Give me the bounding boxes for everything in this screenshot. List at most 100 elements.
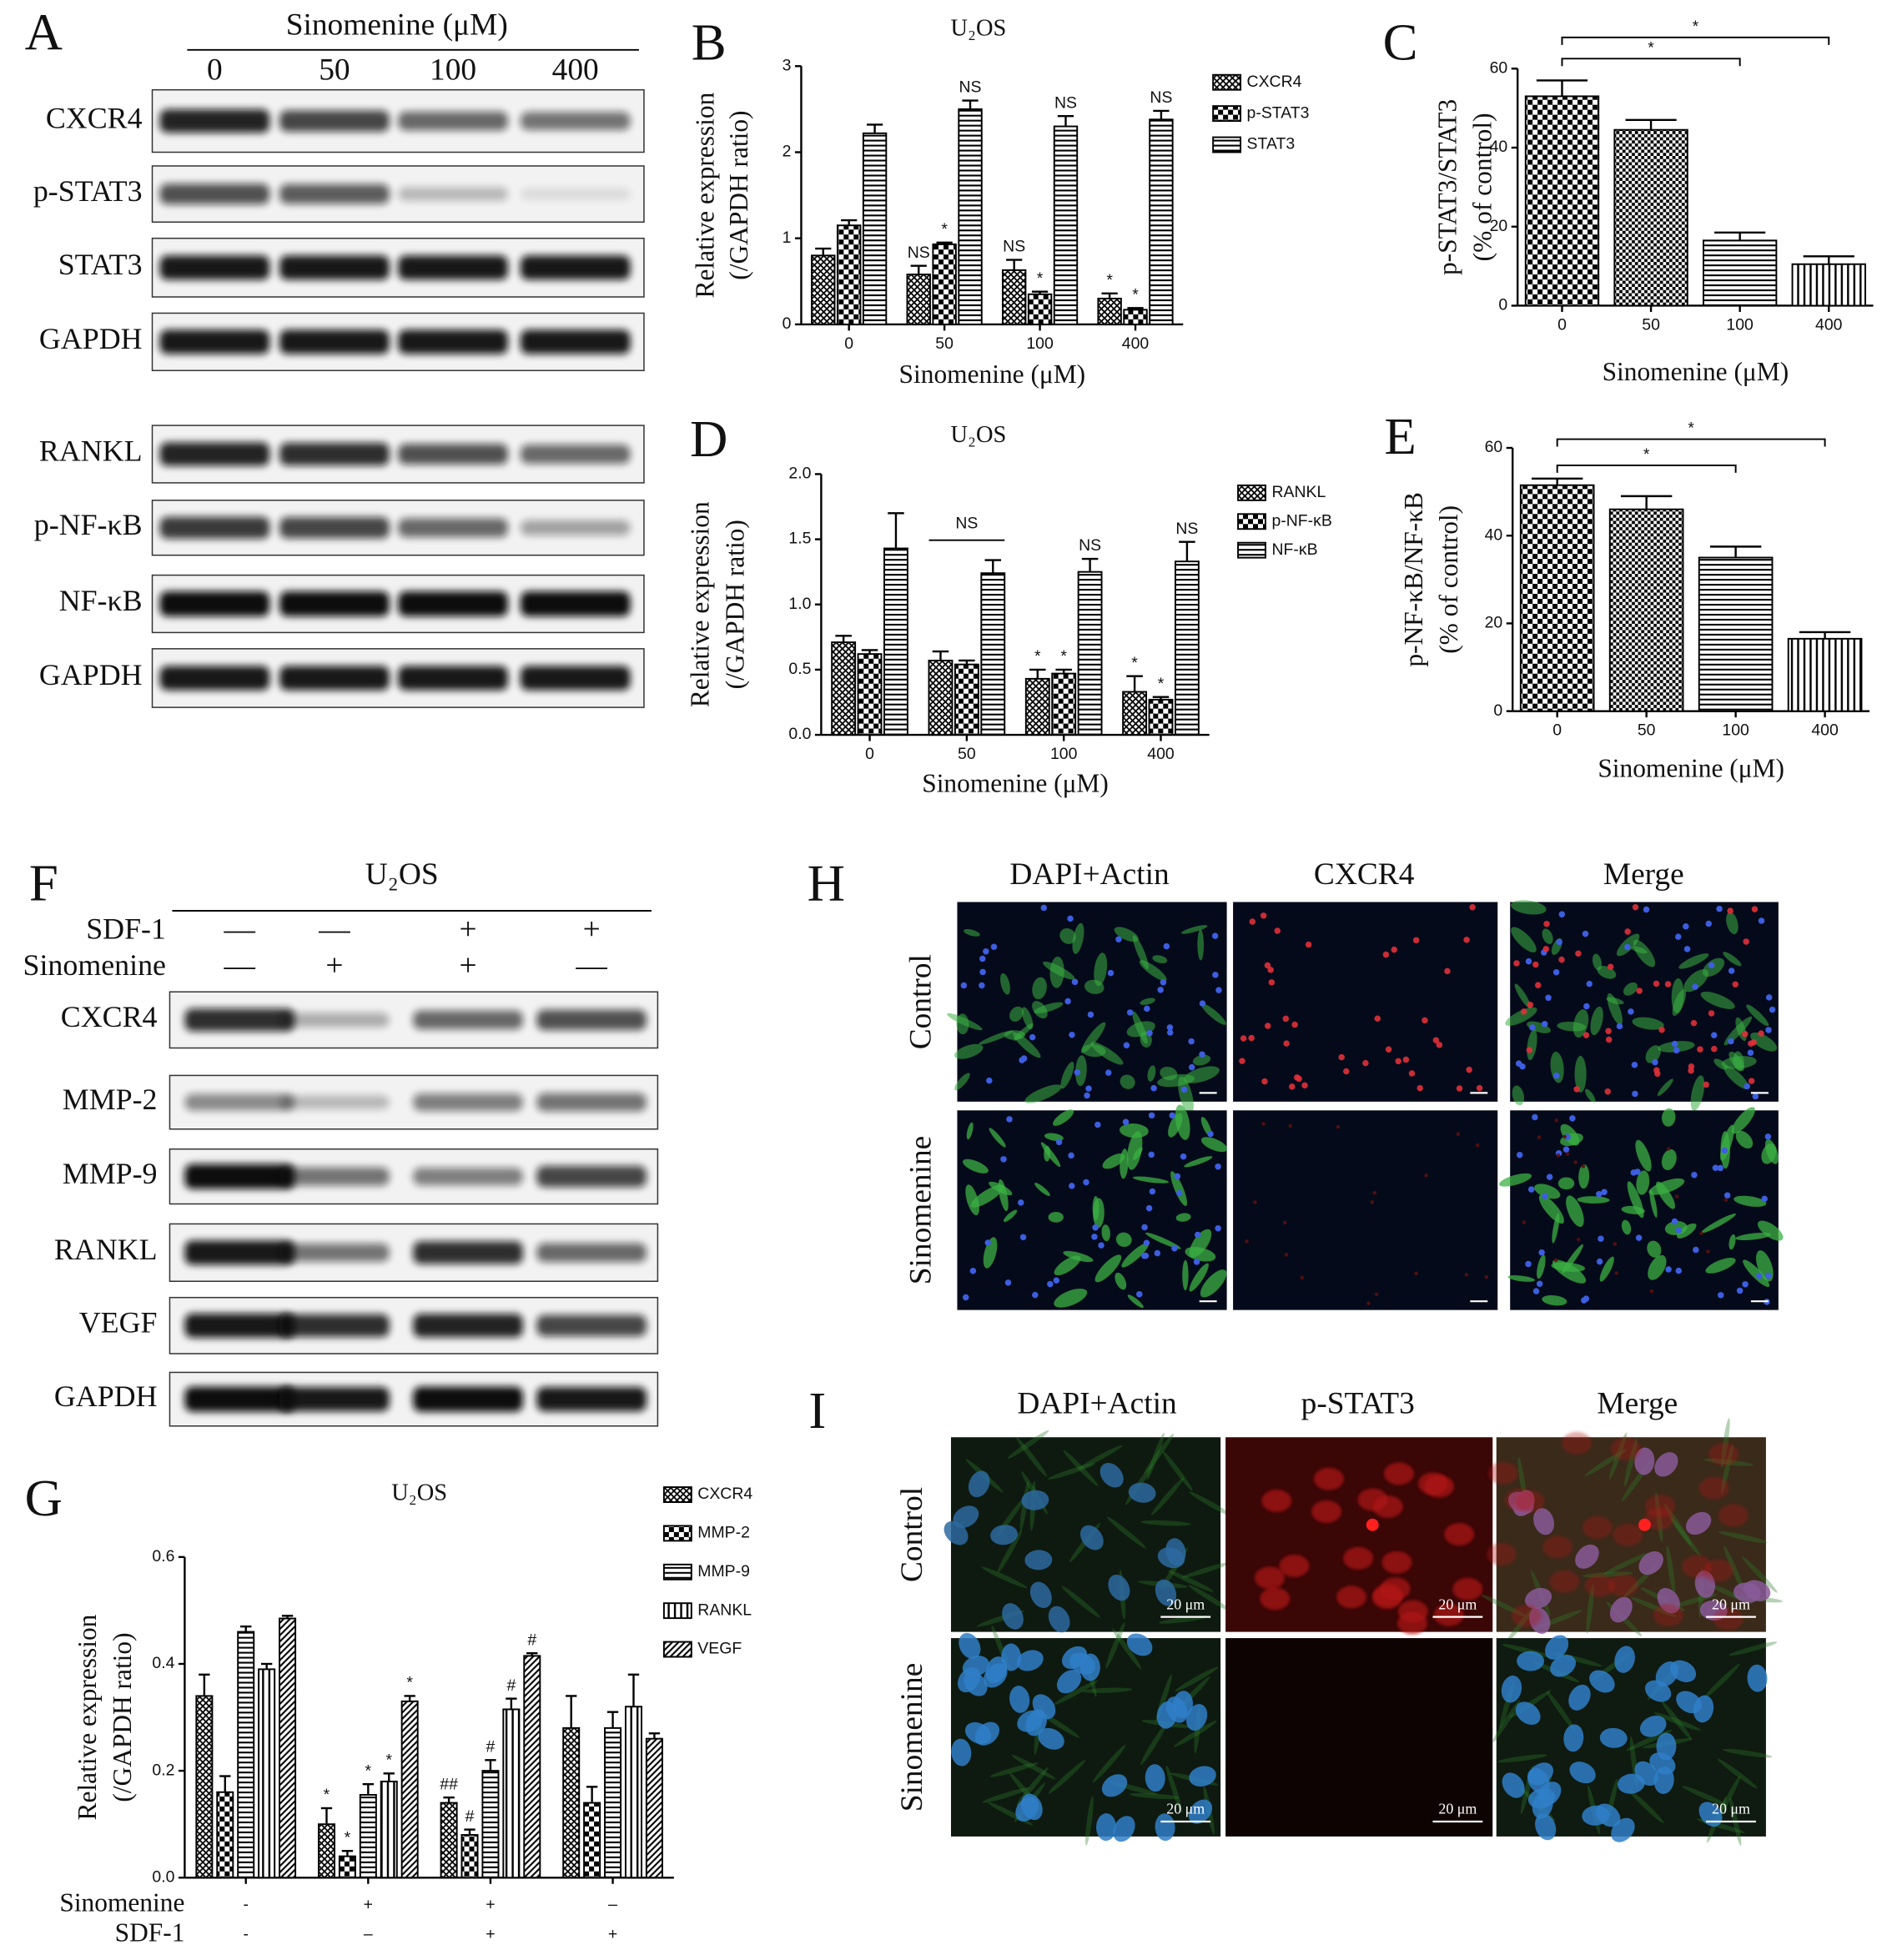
signal [1436,1042,1443,1048]
bar [1077,570,1103,736]
annotation: # [465,1807,475,1826]
nucleus [1631,1062,1638,1068]
nucleus [1501,1675,1522,1703]
nucleus [1683,922,1689,930]
signal [1382,951,1390,958]
y-tick-label: 2.0 [788,465,811,483]
blot-row-label: VEGF [79,1306,158,1339]
actin [1603,1552,1649,1575]
actin [1009,1006,1024,1022]
blot-row-label: GAPDH [39,658,143,691]
y-tick-label: 3 [782,56,792,74]
actin [1181,1562,1230,1579]
nucleus [1527,1186,1535,1193]
actin [1200,1003,1226,1025]
actin [1048,1760,1086,1794]
actin [965,1184,979,1216]
panel-letter: I [808,1381,826,1440]
actin [1723,1016,1753,1046]
nucleus [1532,1288,1540,1294]
micrograph [1233,1110,1498,1310]
actin [1728,1641,1778,1656]
nucleus [1525,1260,1532,1268]
actin [1728,1234,1736,1250]
nucleus [1532,1113,1538,1121]
bar [195,1695,214,1879]
annotation: * [1060,647,1067,666]
actin [954,1043,984,1059]
bar [1053,125,1079,325]
scale-bar-label: 20 μm [1712,1596,1750,1612]
blot-band [413,1314,523,1338]
nucleus [1160,978,1167,986]
bar [1024,677,1050,736]
y-axis-label: (% of control) [1434,505,1463,654]
signal [1296,1075,1302,1083]
actin [1063,1450,1099,1486]
signal [1444,1523,1475,1546]
blot-band [413,1010,523,1030]
signal [1381,1550,1412,1574]
nucleus [1639,1715,1667,1737]
nucleus [1634,1168,1641,1175]
blot-row-label: MMP-2 [63,1083,158,1116]
bar [380,1780,398,1879]
nucleus [1189,1766,1216,1787]
bar [604,1726,622,1879]
nucleus [1563,1724,1584,1752]
signal [1416,1084,1423,1092]
blot-band [398,591,508,616]
micrograph [957,902,1227,1102]
actin [1733,1051,1744,1072]
actin [1130,1792,1180,1800]
signal [1395,1058,1401,1065]
actin [1075,1055,1087,1087]
nucleus [1717,1164,1724,1172]
legend-label: RANKL [1271,483,1326,501]
actin [1168,1571,1214,1592]
nucleus [1616,1023,1623,1030]
actin [1507,1275,1535,1282]
actin [1735,1130,1754,1148]
annotation: * [345,1828,351,1847]
annotation: * [1131,654,1138,672]
actin [1669,1516,1701,1556]
annotation: # [527,1631,536,1649]
blot-band [413,1241,523,1264]
actin [1139,960,1167,982]
y-axis-label: Relative expression [73,1614,102,1820]
blot-band [279,666,390,691]
y-tick-label: 20 [1485,614,1503,632]
actin [947,1013,983,1031]
actin [1607,993,1623,1025]
nucleus [1047,1280,1054,1288]
actin [1735,1232,1772,1241]
nucleus [1069,1652,1096,1675]
actin [1115,1232,1132,1248]
actin [1054,1288,1088,1308]
nucleus [1529,1024,1536,1031]
signal [1608,1574,1638,1597]
bar [1148,698,1174,736]
panel-letter: A [25,3,63,61]
actin [1733,1195,1767,1207]
nucleus [1000,1156,1007,1163]
actin [1072,922,1084,954]
nucleus [1652,1058,1658,1066]
actin [997,1529,1023,1574]
actin [1636,1170,1650,1195]
signal [1511,1604,1542,1627]
signal [1383,1462,1414,1485]
actin [1182,1259,1189,1291]
nucleus [1141,1224,1148,1231]
actin [1084,979,1105,994]
nucleus [1166,1024,1174,1031]
bar [958,108,983,325]
blot-band [159,442,270,466]
blot-band [159,666,270,691]
actin [1666,1545,1676,1596]
actin [1683,969,1708,993]
nucleus [1764,1133,1772,1140]
legend-swatch [662,1602,692,1620]
signal [1264,1023,1271,1029]
